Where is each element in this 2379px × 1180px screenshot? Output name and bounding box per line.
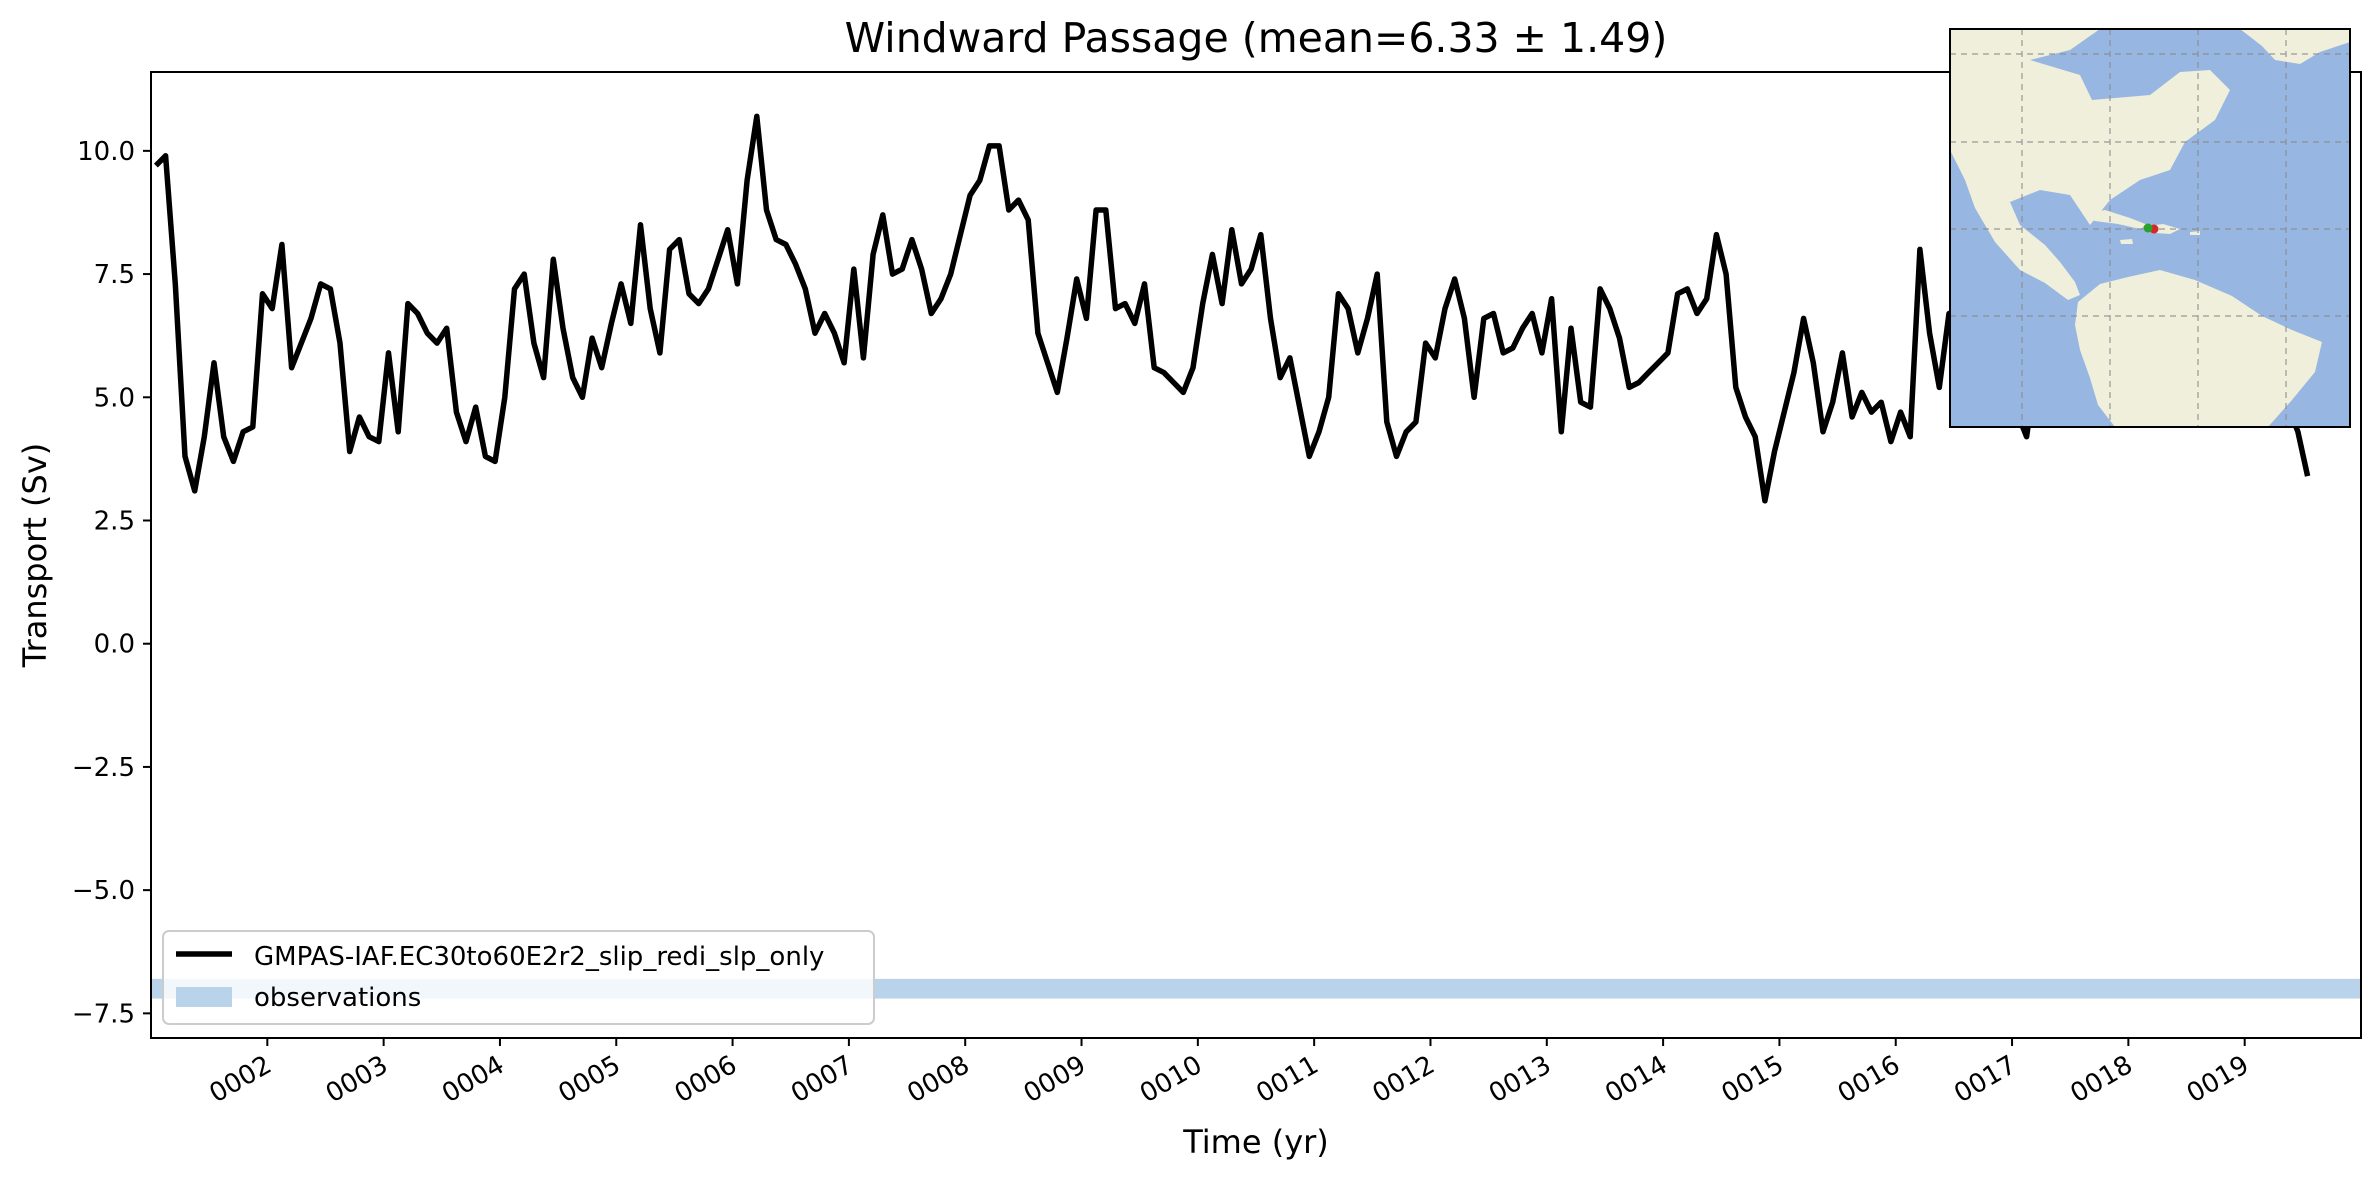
x-tick-label: 0010 xyxy=(1135,1050,1207,1109)
y-tick-label: 2.5 xyxy=(94,507,135,537)
legend-observations-swatch xyxy=(176,987,232,1007)
legend-box xyxy=(162,930,875,1025)
legend: GMPAS-IAF.EC30to60E2r2_slip_redi_slp_onl… xyxy=(162,930,875,1025)
y-tick-label: 5.0 xyxy=(94,383,135,413)
y-tick-label: 10.0 xyxy=(77,137,135,167)
y-axis-title: Transport (Sv) xyxy=(16,443,54,669)
x-tick-label: 0017 xyxy=(1949,1050,2021,1109)
x-tick-label: 0012 xyxy=(1368,1050,1440,1109)
legend-observations-label: observations xyxy=(254,983,421,1013)
map-land-cuba xyxy=(2082,210,2148,229)
y-tick-label: 0.0 xyxy=(94,630,135,660)
x-axis-title: Time (yr) xyxy=(1182,1123,1329,1161)
y-tick-label: −2.5 xyxy=(72,753,135,783)
x-tick-label: 0006 xyxy=(670,1050,742,1109)
chart-title: Windward Passage (mean=6.33 ± 1.49) xyxy=(845,14,1668,62)
x-tick-label: 0013 xyxy=(1484,1050,1556,1109)
x-axis: 0002 0003 0004 0005 0006 0007 0008 0009 0010 0011… xyxy=(205,1038,2254,1109)
y-tick-label: −7.5 xyxy=(72,999,135,1029)
x-tick-label: 0019 xyxy=(2182,1050,2254,1109)
x-tick-label: 0004 xyxy=(437,1050,509,1109)
axes-frame xyxy=(150,71,2362,1039)
x-tick-label: 0008 xyxy=(902,1050,974,1109)
legend-model-label: GMPAS-IAF.EC30to60E2r2_slip_redi_slp_onl… xyxy=(254,942,824,972)
map-gridlines xyxy=(1950,29,2350,427)
map-frame xyxy=(1949,28,2351,428)
x-tick-label: 0016 xyxy=(1833,1050,1905,1109)
map-land-jamaica xyxy=(2120,239,2133,244)
x-tick-label: 0018 xyxy=(2066,1050,2138,1109)
x-tick-label: 0007 xyxy=(786,1050,858,1109)
x-tick-label: 0002 xyxy=(205,1050,277,1109)
x-tick-label: 0015 xyxy=(1717,1050,1789,1109)
map-land-greenland xyxy=(2240,29,2350,64)
x-tick-label: 0014 xyxy=(1600,1050,1672,1109)
x-tick-label: 0011 xyxy=(1251,1050,1323,1109)
y-tick-label: 7.5 xyxy=(94,260,135,290)
x-tick-label: 0009 xyxy=(1019,1050,1091,1109)
inset-map xyxy=(1949,28,2351,428)
x-tick-label: 0005 xyxy=(553,1050,625,1109)
x-tick-label: 0003 xyxy=(321,1050,393,1109)
y-tick-label: −5.0 xyxy=(72,876,135,906)
y-axis: 10.0 7.5 5.0 2.5 0.0 −2.5 −5.0 −7.5 xyxy=(72,137,151,1029)
map-land-north-america xyxy=(1950,29,2230,300)
